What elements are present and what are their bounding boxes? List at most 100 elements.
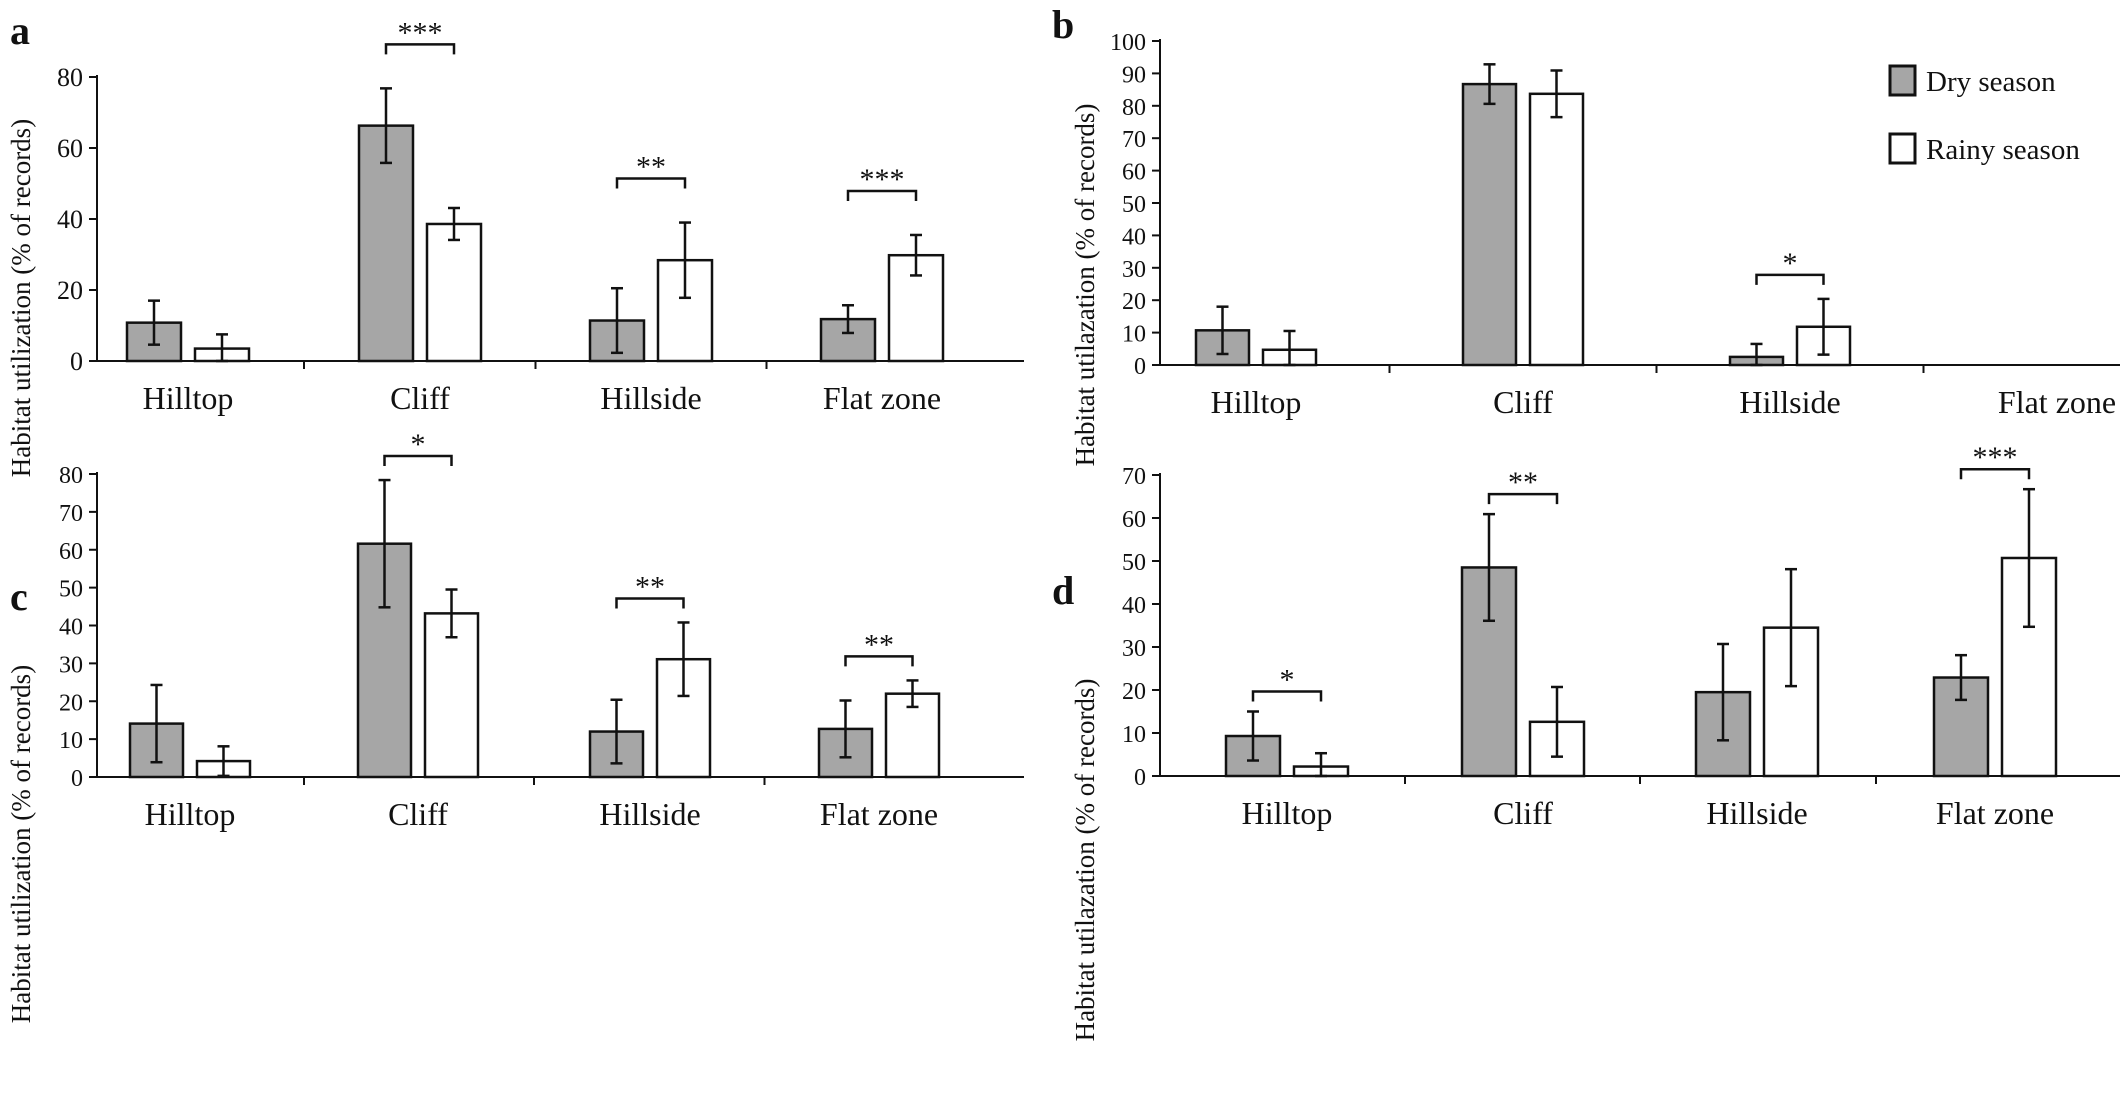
significance-bracket: ** — [615, 151, 687, 189]
panel-b-letter: b — [1052, 2, 1074, 47]
significance-bracket: * — [1755, 247, 1825, 285]
category-label: Hilltop — [1242, 795, 1333, 831]
significance-bracket: *** — [846, 163, 918, 201]
y-tick-label: 40 — [57, 205, 83, 234]
y-tick-label: 100 — [1110, 30, 1146, 56]
error-bar — [380, 87, 392, 165]
legend-rainy-label: Rainy season — [1926, 134, 2080, 166]
y-tick-label: 70 — [59, 501, 83, 527]
y-tick-label: 20 — [57, 276, 83, 305]
category-label: Cliff — [388, 796, 448, 832]
y-tick-label: 30 — [59, 652, 83, 678]
error-bar — [677, 621, 690, 698]
error-bar — [910, 233, 922, 277]
y-tick-label: 40 — [1122, 593, 1146, 619]
error-bar — [1750, 342, 1763, 367]
category-label: Hillside — [1739, 384, 1840, 420]
error-bar — [148, 299, 160, 346]
category-label: Flat zone — [1936, 795, 2054, 831]
y-tick-label: 0 — [1134, 765, 1146, 791]
panel-c-ylabel: Habitat utilization (% of records) — [6, 665, 36, 1023]
error-bar — [216, 333, 228, 363]
y-tick-label: 60 — [59, 539, 83, 565]
error-bar — [150, 683, 163, 764]
significance-bracket: ** — [1487, 466, 1559, 505]
category-label: Cliff — [1493, 384, 1553, 420]
significance-bracket: ** — [615, 570, 685, 609]
significance-label: *** — [860, 163, 905, 196]
significance-label: ** — [1508, 466, 1538, 499]
category-label: Hillside — [599, 796, 700, 832]
y-tick-label: 50 — [59, 577, 83, 603]
panel-d-letter: d — [1052, 568, 1074, 613]
significance-label: ** — [864, 628, 894, 661]
y-tick-label: 30 — [1122, 636, 1146, 662]
bar-rainy-season — [423, 612, 480, 779]
panel-d-chart: 0 10 20 30 40 50 60 70 Hilltop Cliff Hillside Flat … — [1122, 441, 2120, 831]
category-label: Hilltop — [145, 796, 236, 832]
error-bar — [2023, 487, 2035, 629]
panel-a-letter: a — [10, 8, 30, 53]
bar-rainy-season — [425, 222, 483, 363]
significance-bracket: ** — [844, 628, 914, 667]
panel-b-chart: 0 10 20 30 40 50 60 70 80 90 100 Hilltop Cliff Hillsi… — [1110, 30, 2120, 420]
panel-c-chart: 0 10 20 30 40 50 60 70 80 Hilltop Cliff Hillside Fla… — [59, 428, 1024, 832]
y-tick-label: 80 — [59, 463, 83, 489]
significance-label: *** — [398, 16, 443, 49]
error-bar — [217, 745, 230, 778]
error-bar — [445, 588, 458, 639]
significance-label: ** — [636, 151, 666, 184]
error-bar — [1717, 642, 1729, 742]
legend: Dry season Rainy season — [1888, 64, 2080, 166]
y-tick-label: 60 — [57, 134, 83, 163]
significance-label: ** — [635, 570, 665, 603]
y-tick-label: 20 — [1122, 289, 1146, 315]
error-bar — [1817, 297, 1830, 356]
category-label: Hilltop — [1211, 384, 1302, 420]
category-label: Hillside — [600, 380, 701, 416]
y-tick-label: 40 — [1122, 224, 1146, 250]
error-bar — [610, 698, 623, 765]
y-tick-label: 20 — [59, 690, 83, 716]
significance-label: * — [1783, 247, 1798, 280]
y-tick-label: 10 — [1122, 322, 1146, 348]
error-bar — [1483, 512, 1495, 623]
y-tick-label: 0 — [71, 766, 83, 792]
panel-a-chart: 0 20 40 60 80 Hilltop Cliff Hillside Flat zone **… — [57, 16, 1024, 416]
error-bar — [1483, 63, 1496, 106]
category-label: Hillside — [1706, 795, 1807, 831]
error-bar — [679, 221, 691, 300]
significance-label: *** — [1973, 441, 2018, 474]
category-label: Hilltop — [143, 380, 234, 416]
y-tick-label: 80 — [1122, 95, 1146, 121]
error-bar — [1785, 567, 1797, 688]
error-bar — [448, 206, 460, 242]
error-bar — [1550, 69, 1563, 119]
y-tick-label: 10 — [1122, 722, 1146, 748]
error-bar — [1955, 653, 1967, 702]
significance-label: * — [411, 428, 426, 461]
category-label: Flat zone — [1998, 384, 2116, 420]
panel-a-ylabel: Habitat utilization (% of records) — [6, 119, 36, 477]
category-label: Flat zone — [820, 796, 938, 832]
significance-bracket: *** — [384, 16, 456, 55]
legend-dry-swatch — [1888, 64, 1917, 97]
error-bar — [1216, 305, 1229, 356]
error-bar — [1315, 751, 1327, 778]
error-bar — [378, 478, 391, 609]
y-tick-label: 0 — [1134, 354, 1146, 380]
significance-label: * — [1280, 664, 1295, 697]
bar-dry-season — [357, 124, 415, 363]
category-label: Cliff — [1493, 795, 1553, 831]
y-tick-label: 70 — [1122, 464, 1146, 490]
y-tick-label: 40 — [59, 615, 83, 641]
y-tick-label: 10 — [59, 728, 83, 754]
bar-dry-season — [1461, 82, 1518, 367]
significance-bracket: * — [1251, 664, 1323, 702]
y-tick-label: 50 — [1122, 192, 1146, 218]
error-bar — [906, 679, 919, 709]
y-tick-label: 20 — [1122, 679, 1146, 705]
panel-d-ylabel: Habitat utilazation (% of records) — [1070, 679, 1100, 1042]
y-tick-label: 90 — [1122, 62, 1146, 88]
